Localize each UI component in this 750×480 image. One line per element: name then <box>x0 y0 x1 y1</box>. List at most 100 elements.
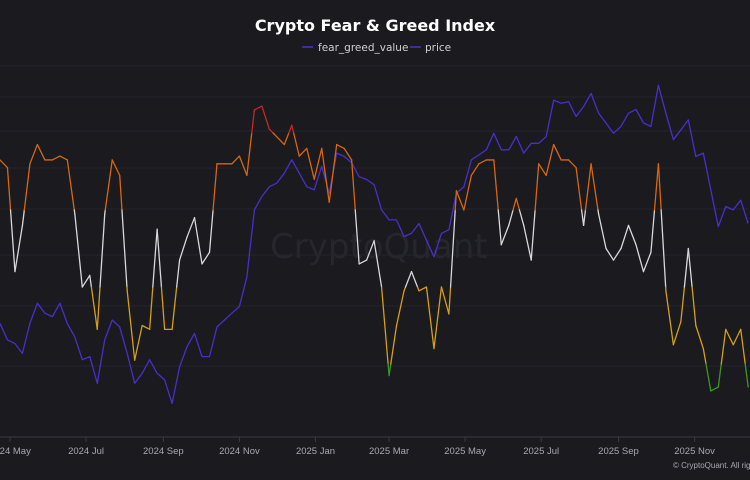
fear-greed-segment <box>534 163 540 211</box>
fear-greed-segment <box>343 147 353 161</box>
fear-greed-segment <box>720 328 727 365</box>
fear-greed-segment <box>119 174 123 211</box>
fear-greed-segment <box>725 328 734 346</box>
fear-greed-segment <box>653 163 660 211</box>
fear-greed-segment <box>29 143 39 165</box>
watermark: CryptoQuant <box>270 227 488 267</box>
fear-greed-segment <box>740 328 746 365</box>
fear-greed-segment <box>590 163 599 211</box>
fear-greed-segment <box>478 159 487 165</box>
fear-greed-segment <box>328 143 338 203</box>
fear-greed-segment <box>512 197 517 211</box>
fear-greed-segment <box>23 163 31 211</box>
x-axis: 2024 May 2024 Jul 2024 Sep 2024 Nov 2025 Jan… <box>0 437 715 457</box>
fear-greed-segment <box>231 155 241 165</box>
fear-greed-segment <box>6 166 12 211</box>
fear-greed-segment <box>380 286 389 365</box>
fear-greed-segment <box>354 209 360 265</box>
legend-item-fear-greed[interactable]: fear_greed_value <box>302 42 408 54</box>
fear-greed-segment <box>238 155 248 177</box>
x-tick-label: 2025 Nov <box>674 446 715 457</box>
fear-greed-segment <box>508 209 514 227</box>
fear-greed-segment <box>193 217 203 265</box>
fear-greed-segment <box>635 243 645 273</box>
fear-greed-segment <box>111 159 121 177</box>
fear-greed-segment <box>90 286 98 331</box>
fear-greed-segment <box>36 143 46 161</box>
x-tick-label: 2025 Sep <box>598 446 639 457</box>
fear-greed-segment <box>665 290 675 346</box>
fear-greed-segment <box>691 286 697 327</box>
fear-greed-segment <box>575 166 583 211</box>
fear-greed-segment <box>545 143 555 177</box>
fear-greed-segment <box>702 347 707 365</box>
fear-greed-segment <box>104 159 113 211</box>
fear-greed-segment <box>500 224 510 246</box>
fear-greed-segment <box>627 224 637 246</box>
price-series <box>0 84 749 405</box>
fear-greed-segment <box>687 247 693 288</box>
fear-greed-segment <box>582 209 587 227</box>
fear-greed-segment <box>695 324 704 350</box>
fear-greed-segment <box>272 132 278 138</box>
fear-greed-segment <box>276 136 285 146</box>
fear-greed-segment <box>470 163 480 177</box>
fear-greed-segment <box>212 163 218 211</box>
x-tick-label: 2025 Jan <box>296 446 335 457</box>
fear-greed-segment <box>403 286 407 292</box>
fear-greed-segment <box>395 290 405 327</box>
fear-greed-segment <box>201 251 211 265</box>
x-tick-label: 2025 Jul <box>523 446 559 457</box>
fear-greed-segment <box>134 324 143 361</box>
fear-greed-segment <box>717 363 722 388</box>
chart-title: Crypto Fear & Greed Index <box>255 16 496 35</box>
fear-greed-segment <box>493 159 499 211</box>
fear-greed-segment <box>141 324 151 331</box>
fear-greed-segment <box>14 224 24 273</box>
legend-item-price[interactable]: price <box>410 42 451 54</box>
legend-label: price <box>425 42 451 54</box>
fear-greed-segment <box>373 240 383 288</box>
fear-greed-segment <box>448 286 452 315</box>
fear-greed-segment <box>81 274 91 288</box>
copyright: © CryptoQuant. All rights reserved. <box>673 461 750 470</box>
fear-greed-segment <box>463 174 473 211</box>
fear-greed-segment <box>358 259 368 265</box>
price-line <box>0 84 749 405</box>
fear-greed-segment <box>425 286 435 350</box>
legend: fear_greed_value price <box>302 42 451 54</box>
fear-greed-segment <box>0 159 9 169</box>
fear-greed-segment <box>710 386 719 392</box>
fear-greed-segment <box>336 143 345 150</box>
fear-greed-segment <box>66 159 75 211</box>
fear-greed-segment <box>321 147 330 203</box>
fear-greed-segment <box>605 247 615 261</box>
fear-greed-segment <box>283 132 290 146</box>
fear-greed-segment <box>293 132 300 157</box>
fear-greed-segment <box>440 286 450 315</box>
fear-greed-segment <box>152 228 158 288</box>
fear-greed-segment <box>657 163 662 211</box>
fear-greed-series <box>0 105 749 392</box>
fear-greed-segment <box>9 209 16 273</box>
fear-greed-segment <box>253 105 263 111</box>
fear-greed-segment <box>288 124 293 134</box>
fear-greed-segment <box>672 320 682 346</box>
fear-greed-segment <box>410 270 419 288</box>
fear-greed-segment <box>365 240 375 261</box>
fear-greed-segment <box>350 159 356 211</box>
fear-greed-segment <box>433 286 443 350</box>
fear-greed-segment <box>642 251 652 273</box>
fear-greed-segment <box>246 132 253 177</box>
fear-greed-segment <box>454 190 458 211</box>
fear-greed-segment <box>126 290 136 361</box>
fear-greed-segment <box>21 209 25 227</box>
fear-greed-segment <box>515 197 521 211</box>
x-tick-label: 2025 May <box>444 446 486 457</box>
fear-greed-segment <box>171 286 178 331</box>
fear-greed-segment <box>660 209 667 288</box>
fear-greed-segment <box>298 147 308 157</box>
fear-greed-segment <box>553 143 562 161</box>
fear-greed-segment <box>156 228 163 288</box>
x-tick-label: 2024 Sep <box>143 446 184 457</box>
